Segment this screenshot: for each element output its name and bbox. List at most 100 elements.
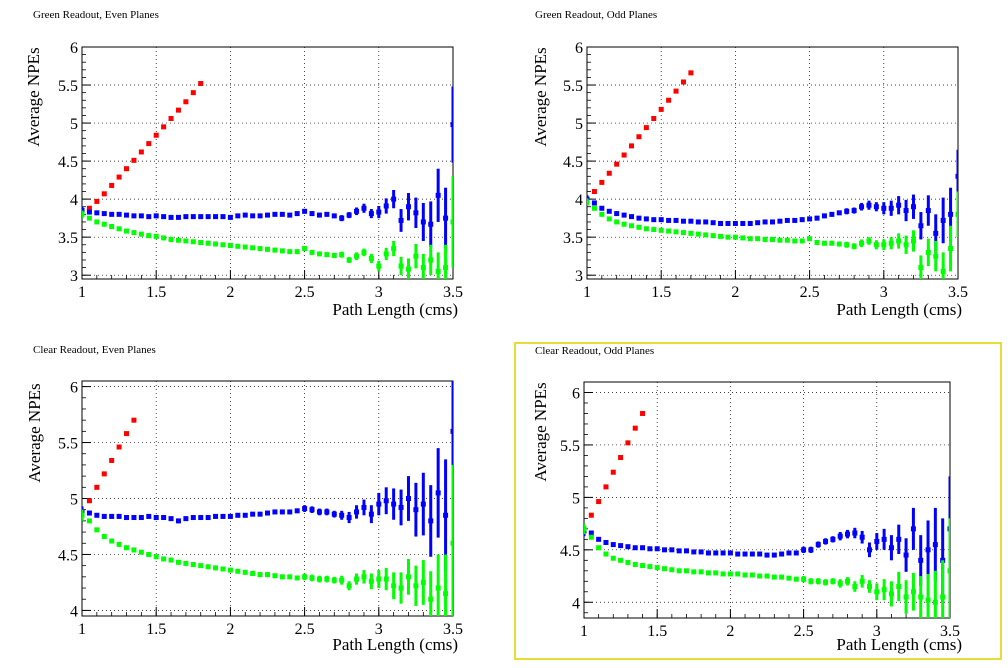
blue-data-point xyxy=(391,501,397,507)
green-data-point xyxy=(272,573,278,579)
green-data-point xyxy=(205,564,211,570)
x-tick-label: 3 xyxy=(375,621,383,638)
red-data-point xyxy=(673,88,679,94)
blue-data-point xyxy=(591,200,597,206)
blue-data-point xyxy=(368,211,374,217)
blue-data-point xyxy=(866,547,872,553)
y-tick-label: 4 xyxy=(70,603,78,620)
y-tick-label: 5.5 xyxy=(58,436,78,453)
green-data-point xyxy=(896,584,902,590)
green-data-point xyxy=(851,243,857,249)
x-tick-label: 3 xyxy=(880,284,888,301)
green-data-point xyxy=(265,246,270,252)
green-data-point xyxy=(866,584,872,590)
green-data-point xyxy=(713,570,719,576)
red-data-point xyxy=(153,132,159,138)
x-axis-label: Path Length (cms) xyxy=(332,300,458,319)
blue-data-point xyxy=(443,215,449,221)
blue-data-point xyxy=(643,216,649,222)
red-data-point xyxy=(599,179,605,185)
blue-data-point xyxy=(190,214,196,220)
blue-data-point xyxy=(718,220,724,226)
red-data-point xyxy=(636,134,642,140)
green-data-point xyxy=(881,587,887,593)
blue-data-point xyxy=(398,217,404,223)
blue-data-point xyxy=(735,551,741,557)
green-data-point xyxy=(614,219,620,225)
blue-data-point xyxy=(836,210,842,216)
blue-data-point xyxy=(918,223,924,229)
blue-data-point xyxy=(873,204,879,210)
green-data-point xyxy=(376,576,382,582)
blue-data-point xyxy=(755,220,761,226)
y-tick-label: 3.5 xyxy=(563,230,583,247)
green-data-point xyxy=(829,240,835,246)
green-data-point xyxy=(859,240,865,246)
blue-data-point xyxy=(450,428,453,434)
blue-data-point xyxy=(309,507,315,513)
green-data-point xyxy=(747,236,753,242)
green-data-point xyxy=(669,567,675,573)
green-data-point xyxy=(435,585,441,591)
blue-data-point xyxy=(131,515,137,521)
green-data-point xyxy=(420,265,426,271)
blue-data-point xyxy=(324,211,330,217)
green-data-point xyxy=(647,564,653,570)
data-points xyxy=(584,410,950,618)
blue-data-point xyxy=(428,518,434,524)
red-data-point xyxy=(190,90,196,96)
green-data-point xyxy=(845,578,851,584)
blue-data-point xyxy=(94,210,100,216)
green-data-point xyxy=(450,540,453,546)
blue-data-point xyxy=(588,530,594,536)
blue-data-point xyxy=(821,213,827,219)
panel-clear-odd: Clear Readout, Odd Planes 1 1.5 2 2.5 3 3.5 4 4… xyxy=(504,334,1008,668)
blue-data-point xyxy=(658,217,664,223)
green-data-point xyxy=(779,574,785,580)
blue-data-point xyxy=(732,220,738,226)
blue-data-point xyxy=(881,205,887,211)
green-data-point xyxy=(116,226,122,232)
red-data-point xyxy=(146,141,152,147)
green-data-point xyxy=(94,219,100,225)
red-data-point xyxy=(680,79,686,85)
green-data-point xyxy=(643,226,649,232)
blue-data-point xyxy=(146,513,152,519)
blue-data-point xyxy=(603,539,609,545)
blue-data-point xyxy=(808,547,814,553)
blue-data-point xyxy=(116,211,122,217)
green-data-point xyxy=(316,576,322,582)
green-data-point xyxy=(591,205,597,211)
green-data-point xyxy=(94,527,100,533)
green-data-point xyxy=(220,242,226,248)
blue-data-point xyxy=(762,219,768,225)
green-data-point xyxy=(801,576,807,582)
green-data-point xyxy=(955,211,958,217)
green-data-point xyxy=(823,579,829,585)
blue-data-point xyxy=(398,504,404,510)
blue-data-point xyxy=(814,215,820,221)
blue-data-point xyxy=(651,217,657,223)
plot-area: 1 1.5 2 2.5 3 3.5 4 4.5 5 5.5 6 xyxy=(560,381,960,640)
data-points xyxy=(82,381,453,616)
green-data-point xyxy=(190,562,196,568)
blue-data-point xyxy=(368,511,374,517)
y-axis-label: Average NPEs xyxy=(531,47,550,146)
blue-data-point xyxy=(851,208,857,214)
green-data-point xyxy=(227,243,233,249)
green-data-point xyxy=(257,572,263,578)
green-data-point xyxy=(888,591,894,597)
y-tick-label: 4.5 xyxy=(560,543,580,560)
green-data-point xyxy=(316,251,322,257)
y-tick-label: 4 xyxy=(575,192,583,209)
blue-data-point xyxy=(925,208,931,214)
red-data-point xyxy=(109,182,115,188)
blue-data-point xyxy=(673,217,679,223)
green-data-point xyxy=(815,578,821,584)
blue-data-point xyxy=(925,547,931,553)
blue-data-point xyxy=(859,534,865,540)
green-data-point xyxy=(109,538,115,544)
green-data-point xyxy=(175,559,181,565)
green-data-point xyxy=(398,263,404,269)
blue-data-point xyxy=(265,510,270,516)
